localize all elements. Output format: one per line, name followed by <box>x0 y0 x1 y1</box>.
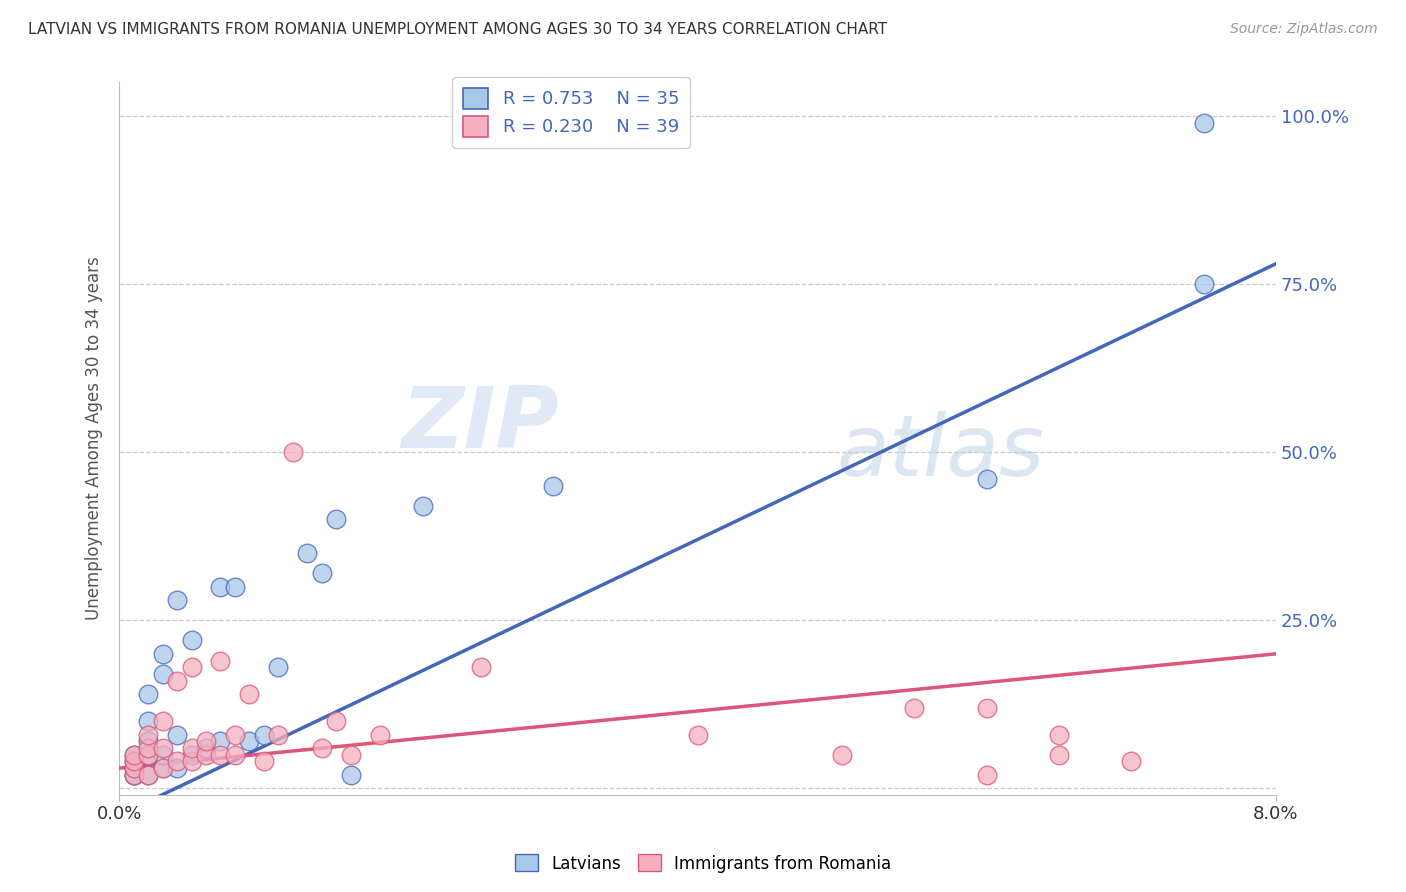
Point <box>122 747 145 762</box>
Point <box>238 687 260 701</box>
Point <box>209 734 232 748</box>
Point <box>1047 727 1070 741</box>
Point <box>122 768 145 782</box>
Point <box>224 727 246 741</box>
Point <box>136 727 159 741</box>
Point <box>152 747 174 762</box>
Text: LATVIAN VS IMMIGRANTS FROM ROMANIA UNEMPLOYMENT AMONG AGES 30 TO 34 YEARS CORREL: LATVIAN VS IMMIGRANTS FROM ROMANIA UNEMP… <box>28 22 887 37</box>
Point <box>311 566 333 581</box>
Point <box>470 660 492 674</box>
Point <box>224 747 246 762</box>
Point <box>195 747 218 762</box>
Text: Source: ZipAtlas.com: Source: ZipAtlas.com <box>1230 22 1378 37</box>
Point <box>903 700 925 714</box>
Point <box>311 741 333 756</box>
Point <box>1121 755 1143 769</box>
Point <box>166 761 188 775</box>
Point <box>1047 747 1070 762</box>
Point <box>1192 277 1215 291</box>
Point <box>267 727 290 741</box>
Point <box>297 546 319 560</box>
Point <box>136 768 159 782</box>
Point <box>166 727 188 741</box>
Text: atlas: atlas <box>837 411 1045 494</box>
Y-axis label: Unemployment Among Ages 30 to 34 years: Unemployment Among Ages 30 to 34 years <box>86 257 103 621</box>
Legend: Latvians, Immigrants from Romania: Latvians, Immigrants from Romania <box>508 847 898 880</box>
Point <box>122 747 145 762</box>
Point <box>224 580 246 594</box>
Point <box>541 478 564 492</box>
Point <box>136 734 159 748</box>
Point <box>180 741 202 756</box>
Point <box>976 700 998 714</box>
Legend: R = 0.753    N = 35, R = 0.230    N = 39: R = 0.753 N = 35, R = 0.230 N = 39 <box>453 77 690 147</box>
Point <box>136 714 159 728</box>
Text: ZIP: ZIP <box>401 383 558 466</box>
Point <box>122 755 145 769</box>
Point <box>209 654 232 668</box>
Point <box>122 768 145 782</box>
Point <box>253 727 276 741</box>
Point <box>339 768 361 782</box>
Point <box>180 755 202 769</box>
Point <box>166 593 188 607</box>
Point <box>1192 115 1215 129</box>
Point <box>122 768 145 782</box>
Point <box>136 741 159 756</box>
Point <box>412 499 434 513</box>
Point <box>325 714 347 728</box>
Point <box>325 512 347 526</box>
Point <box>122 761 145 775</box>
Point <box>136 747 159 762</box>
Point <box>122 761 145 775</box>
Point <box>152 647 174 661</box>
Point <box>686 727 709 741</box>
Point <box>136 747 159 762</box>
Point <box>136 768 159 782</box>
Point <box>180 747 202 762</box>
Point <box>166 755 188 769</box>
Point <box>180 633 202 648</box>
Point <box>152 741 174 756</box>
Point <box>195 734 218 748</box>
Point <box>339 747 361 762</box>
Point <box>253 755 276 769</box>
Point <box>368 727 391 741</box>
Point <box>209 747 232 762</box>
Point <box>238 734 260 748</box>
Point <box>209 580 232 594</box>
Point <box>152 761 174 775</box>
Point <box>166 673 188 688</box>
Point <box>152 761 174 775</box>
Point <box>831 747 853 762</box>
Point <box>281 445 304 459</box>
Point <box>195 741 218 756</box>
Point <box>976 472 998 486</box>
Point <box>267 660 290 674</box>
Point <box>976 768 998 782</box>
Point <box>180 660 202 674</box>
Point <box>152 714 174 728</box>
Point <box>152 667 174 681</box>
Point <box>136 687 159 701</box>
Point <box>122 755 145 769</box>
